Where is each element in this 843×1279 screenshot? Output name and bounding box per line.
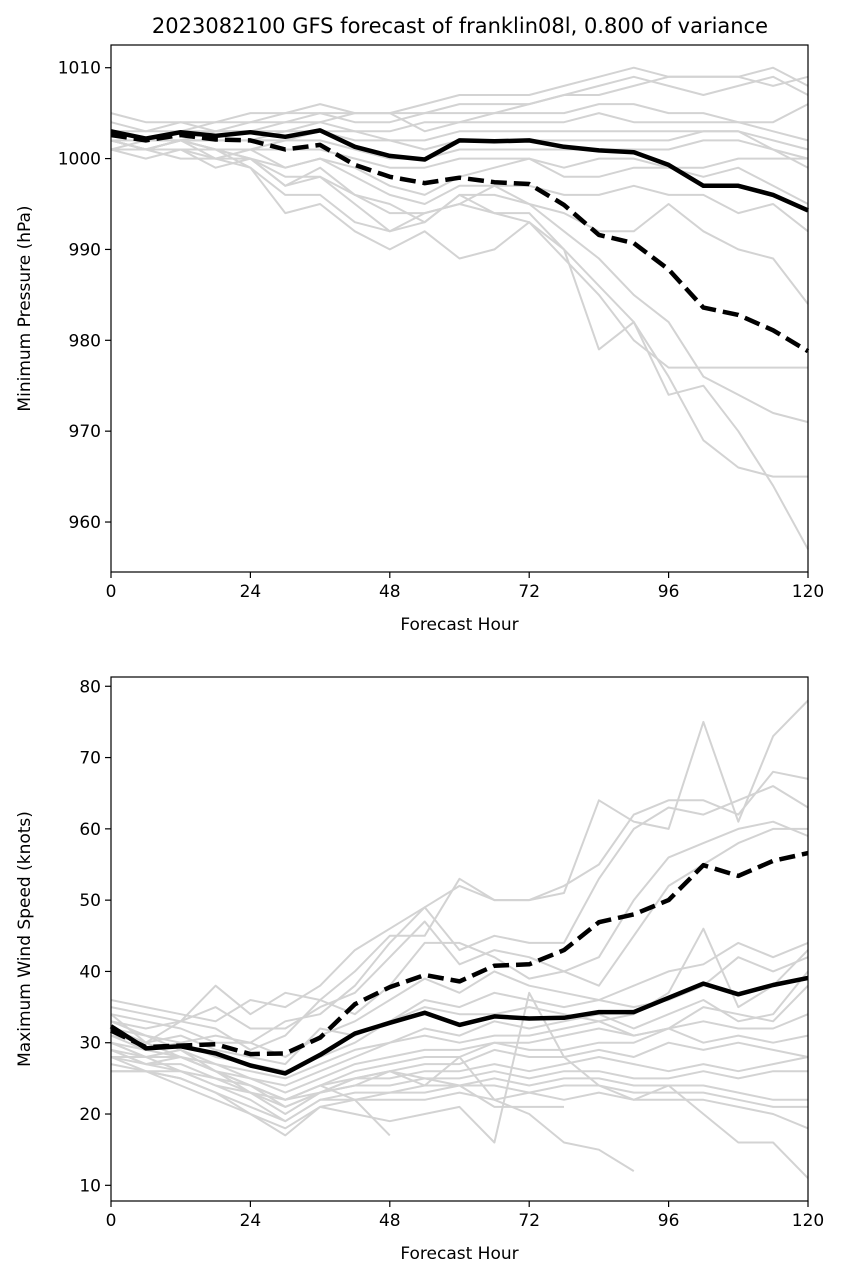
pressure-x-tick-label: 48 [379, 582, 401, 602]
pressure-y-ticks: 960 970 980 990 1000 1010 [58, 59, 111, 533]
wind-member-line-22 [110, 1034, 635, 1172]
pressure-member-line-5 [111, 112, 809, 142]
pressure-solid-mean-line [110, 128, 809, 213]
wind-y-tick-label: 80 [79, 677, 101, 697]
wind-y-axis-label: Maximum Wind Speed (knots) [15, 811, 35, 1067]
wind-member-line-10 [110, 984, 809, 1087]
wind-member-line-5 [110, 827, 808, 1051]
wind-dashed-mean-line [110, 850, 809, 1057]
wind-x-tick-label: 96 [658, 1211, 680, 1231]
pressure-x-tick-label: 0 [106, 582, 117, 602]
wind-y-tick-label: 70 [79, 749, 101, 769]
pressure-y-tick-label: 1010 [58, 59, 101, 79]
pressure-x-tick-label: 120 [792, 582, 824, 602]
wind-member-line-20 [110, 1020, 391, 1137]
pressure-y-tick-label: 960 [69, 513, 101, 533]
wind-member-line-11 [110, 1013, 809, 1094]
wind-y-ticks: 10 20 30 40 50 60 70 80 [79, 677, 111, 1196]
pressure-y-tick-label: 970 [69, 422, 101, 442]
pressure-panel: 0 24 48 72 96 120 960 970 980 990 1000 1010 Foreca… [15, 44, 824, 635]
wind-y-tick-label: 30 [79, 1034, 101, 1054]
pressure-x-tick-label: 24 [240, 582, 262, 602]
pressure-member-line-14 [110, 139, 808, 478]
wind-member-line-19 [111, 991, 809, 1179]
wind-member-line-3 [110, 785, 809, 1044]
wind-member-line-9 [110, 970, 809, 1080]
wind-panel: 0 24 48 72 96 120 10 20 30 40 50 60 70 80 Forecast H… [15, 676, 824, 1264]
pressure-x-tick-label: 96 [658, 582, 680, 602]
wind-y-tick-label: 20 [79, 1105, 101, 1125]
pressure-y-tick-label: 990 [69, 240, 101, 260]
wind-mean-lines [109, 850, 809, 1076]
pressure-x-ticks: 0 24 48 72 96 120 [106, 572, 824, 602]
wind-y-tick-label: 10 [79, 1176, 101, 1196]
pressure-y-tick-label: 980 [69, 331, 101, 351]
wind-x-tick-label: 24 [240, 1211, 262, 1231]
wind-member-line-4 [110, 820, 809, 1030]
wind-x-axis-label: Forecast Hour [400, 1244, 518, 1264]
pressure-x-axis-label: Forecast Hour [400, 615, 518, 635]
pressure-x-tick-label: 72 [518, 582, 540, 602]
wind-member-line-18 [111, 1070, 809, 1130]
wind-x-tick-label: 0 [106, 1211, 117, 1231]
wind-x-tick-label: 48 [379, 1211, 401, 1231]
wind-member-line-2 [110, 770, 809, 1023]
pressure-y-axis-label: Minimum Pressure (hPa) [15, 205, 35, 411]
wind-member-line-15 [110, 1056, 808, 1115]
wind-y-tick-label: 60 [79, 820, 101, 840]
wind-member-lines [110, 699, 809, 1179]
pressure-dashed-mean-line [110, 132, 810, 354]
pressure-member-line-16 [110, 139, 809, 424]
wind-x-tick-label: 120 [792, 1211, 824, 1231]
pressure-member-line-2 [110, 75, 809, 133]
wind-member-line-13 [110, 1041, 809, 1101]
pressure-member-line-15 [110, 139, 809, 550]
wind-solid-mean-line [109, 975, 809, 1076]
wind-x-ticks: 0 24 48 72 96 120 [106, 1201, 824, 1231]
pressure-mean-lines [110, 128, 810, 354]
chart-title: 2023082100 GFS forecast of franklin08l, … [152, 14, 768, 38]
wind-y-tick-label: 40 [79, 962, 101, 982]
wind-axes-frame [110, 676, 809, 1202]
wind-x-tick-label: 72 [518, 1211, 540, 1231]
pressure-y-tick-label: 1000 [58, 150, 101, 170]
wind-member-line-6 [110, 941, 809, 1058]
wind-y-tick-label: 50 [79, 891, 101, 911]
wind-member-line-14 [111, 1056, 809, 1108]
pressure-axes-frame [110, 44, 809, 573]
